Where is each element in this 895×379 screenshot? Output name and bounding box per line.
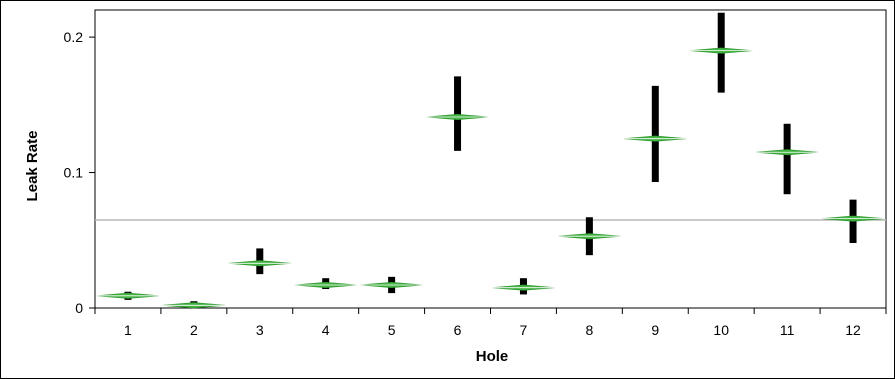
x-tick-label: 12 xyxy=(845,322,861,338)
x-tick-label: 1 xyxy=(124,322,132,338)
x-tick-label: 8 xyxy=(585,322,593,338)
x-axis-title: Hole xyxy=(476,348,509,365)
x-tick-label: 6 xyxy=(454,322,462,338)
x-tick-label: 5 xyxy=(388,322,396,338)
x-tick-label: 9 xyxy=(651,322,659,338)
y-tick-label: 0 xyxy=(75,300,83,316)
plot-border xyxy=(94,9,887,309)
x-tick-label: 7 xyxy=(520,322,528,338)
x-tick-label: 10 xyxy=(713,322,729,338)
plot-area: 00.10.21 2 3 4 5 6 7 8 9 10 11 12 xyxy=(64,9,887,338)
x-tick-label: 4 xyxy=(322,322,330,338)
x-tick-label: 3 xyxy=(256,322,264,338)
x-tick-label: 11 xyxy=(780,322,795,338)
data-points-hole-6 xyxy=(454,76,462,151)
y-tick-label: 0.1 xyxy=(64,165,84,181)
y-axis-title: Leak Rate xyxy=(24,131,41,202)
data-points-hole-9 xyxy=(651,85,659,183)
y-tick-label: 0.2 xyxy=(64,29,84,45)
data-points-hole-11 xyxy=(783,123,791,195)
x-tick-label: 2 xyxy=(190,322,198,338)
